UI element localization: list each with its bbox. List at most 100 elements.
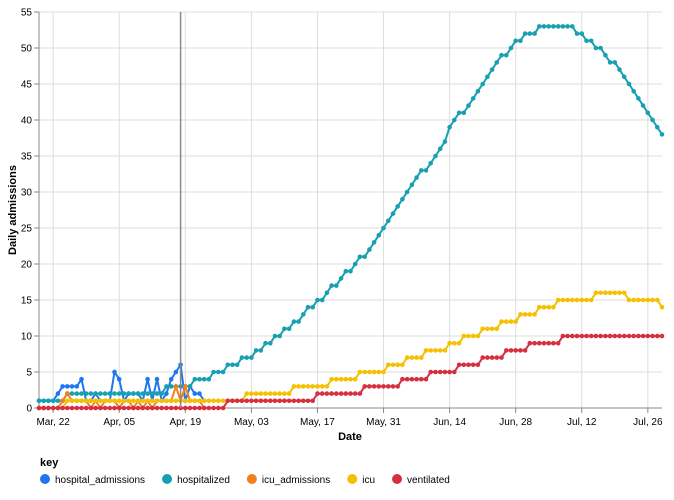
data-point [258, 398, 264, 404]
data-point [277, 398, 283, 404]
data-point [588, 333, 594, 339]
data-point [636, 297, 641, 303]
data-point [400, 196, 405, 202]
data-point [220, 369, 226, 375]
data-point [612, 60, 618, 65]
data-point [357, 391, 363, 396]
data-point [626, 81, 632, 87]
data-point [244, 355, 249, 360]
data-point [612, 333, 618, 339]
data-point [414, 175, 419, 180]
data-point [593, 45, 599, 51]
data-point [88, 405, 94, 411]
legend-item: icu_admissions [246, 474, 330, 486]
x-tick-label: Jun, 28 [499, 417, 532, 428]
data-point [588, 297, 594, 303]
data-point [88, 398, 94, 404]
data-point [93, 405, 98, 411]
data-point [305, 384, 311, 389]
data-point [211, 405, 216, 411]
data-point [282, 398, 287, 404]
legend-item: hospital_admissions [40, 474, 145, 486]
data-point [645, 297, 651, 303]
data-point [456, 340, 462, 346]
x-axis: Mar, 22 Apr, 05 Apr, 19 May, 03 May, 17 May, … [36, 407, 663, 428]
data-point [631, 333, 636, 339]
data-point [640, 297, 646, 303]
data-point [168, 384, 174, 389]
data-point [282, 391, 287, 396]
data-point [551, 304, 556, 310]
data-point [79, 405, 84, 411]
data-point [310, 398, 316, 404]
data-point [466, 103, 471, 108]
data-point [386, 218, 391, 224]
data-point [140, 405, 146, 411]
y-axis-title: Daily admissions [7, 165, 19, 255]
data-point [220, 398, 226, 404]
data-point [650, 117, 655, 123]
data-point [579, 297, 585, 303]
data-point [268, 391, 273, 396]
data-point [428, 369, 434, 375]
data-point [225, 362, 231, 368]
data-point [621, 333, 627, 339]
data-point [135, 405, 141, 411]
data-point [121, 405, 127, 411]
x-tick-label: Apr, 05 [103, 417, 135, 428]
data-point [371, 384, 377, 389]
data-point [371, 369, 377, 375]
legend-symbol [347, 474, 358, 484]
data-point [504, 348, 509, 353]
data-point [55, 405, 61, 411]
legend-item: icu [347, 474, 375, 486]
data-point [286, 398, 292, 404]
data-point [650, 333, 655, 339]
data-point [475, 88, 481, 94]
data-point [650, 297, 655, 303]
data-point [352, 391, 358, 396]
data-point [41, 405, 46, 411]
data-point [291, 398, 297, 404]
data-point [404, 355, 410, 360]
legend-label: icu_admissions [262, 475, 330, 486]
data-point [456, 362, 462, 368]
data-point [541, 340, 547, 346]
x-tick-label: Mar, 22 [36, 417, 70, 428]
data-point [414, 376, 419, 382]
data-point [201, 376, 207, 382]
data-point [116, 398, 122, 404]
data-point [74, 405, 80, 411]
data-point [140, 391, 146, 396]
data-point [197, 405, 202, 411]
data-point [381, 384, 386, 389]
data-point [93, 391, 98, 396]
legend-item: ventilated [392, 474, 450, 486]
data-point [414, 355, 419, 360]
data-point [513, 319, 518, 324]
data-point [607, 290, 613, 296]
data-point [126, 405, 131, 411]
data-point [489, 67, 495, 72]
data-point [201, 398, 207, 404]
data-point [164, 391, 169, 396]
data-point [518, 348, 523, 353]
data-point [570, 297, 575, 303]
data-point [107, 398, 113, 404]
legend-item: hospitalized [162, 474, 230, 486]
data-point [570, 333, 575, 339]
data-point [640, 103, 646, 108]
data-point [537, 24, 542, 29]
data-point [607, 333, 613, 339]
data-point [598, 45, 603, 51]
data-point [291, 319, 297, 324]
data-point [206, 376, 212, 382]
data-point [46, 405, 51, 411]
data-point [65, 391, 70, 396]
data-point [206, 398, 212, 404]
data-point [386, 384, 391, 389]
data-point [527, 312, 533, 317]
data-point [310, 384, 316, 389]
data-point [546, 24, 551, 29]
data-point [645, 110, 651, 116]
